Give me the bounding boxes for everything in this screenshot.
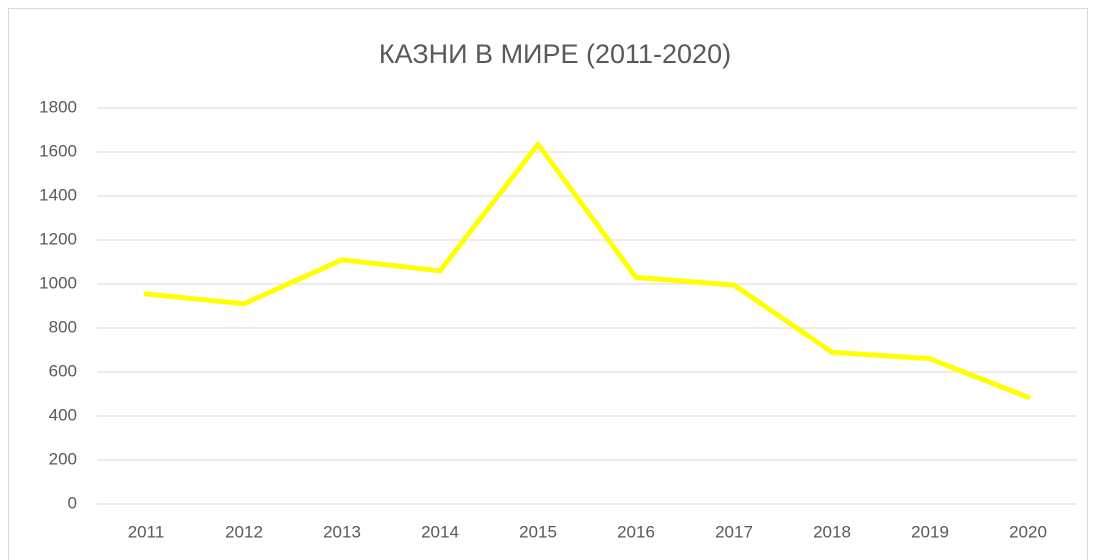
y-tick-label: 600 — [49, 361, 77, 380]
line-series — [143, 141, 1031, 400]
y-tick-label: 1600 — [39, 141, 77, 160]
y-tick-label: 800 — [49, 317, 77, 336]
x-tick-label: 2018 — [813, 522, 851, 541]
x-tick-label: 2013 — [323, 522, 361, 541]
x-tick-label: 2019 — [911, 522, 949, 541]
y-tick-label: 1000 — [39, 273, 77, 292]
x-tick-label: 2016 — [617, 522, 655, 541]
y-tick-label: 1400 — [39, 185, 77, 204]
y-tick-label: 0 — [68, 493, 77, 512]
y-tick-label: 200 — [49, 449, 77, 468]
chart-title: КАЗНИ В МИРЕ (2011-2020) — [379, 39, 731, 69]
x-tick-label: 2011 — [128, 522, 165, 541]
x-tick-label: 2015 — [519, 522, 557, 541]
x-tick-label: 2014 — [421, 522, 459, 541]
y-tick-label: 1200 — [39, 229, 77, 248]
y-tick-label: 1800 — [39, 97, 77, 116]
x-tick-label: 2012 — [225, 522, 263, 541]
x-tick-label: 2017 — [715, 522, 753, 541]
x-tick-label: 2020 — [1009, 522, 1047, 541]
y-tick-label: 400 — [49, 405, 77, 424]
